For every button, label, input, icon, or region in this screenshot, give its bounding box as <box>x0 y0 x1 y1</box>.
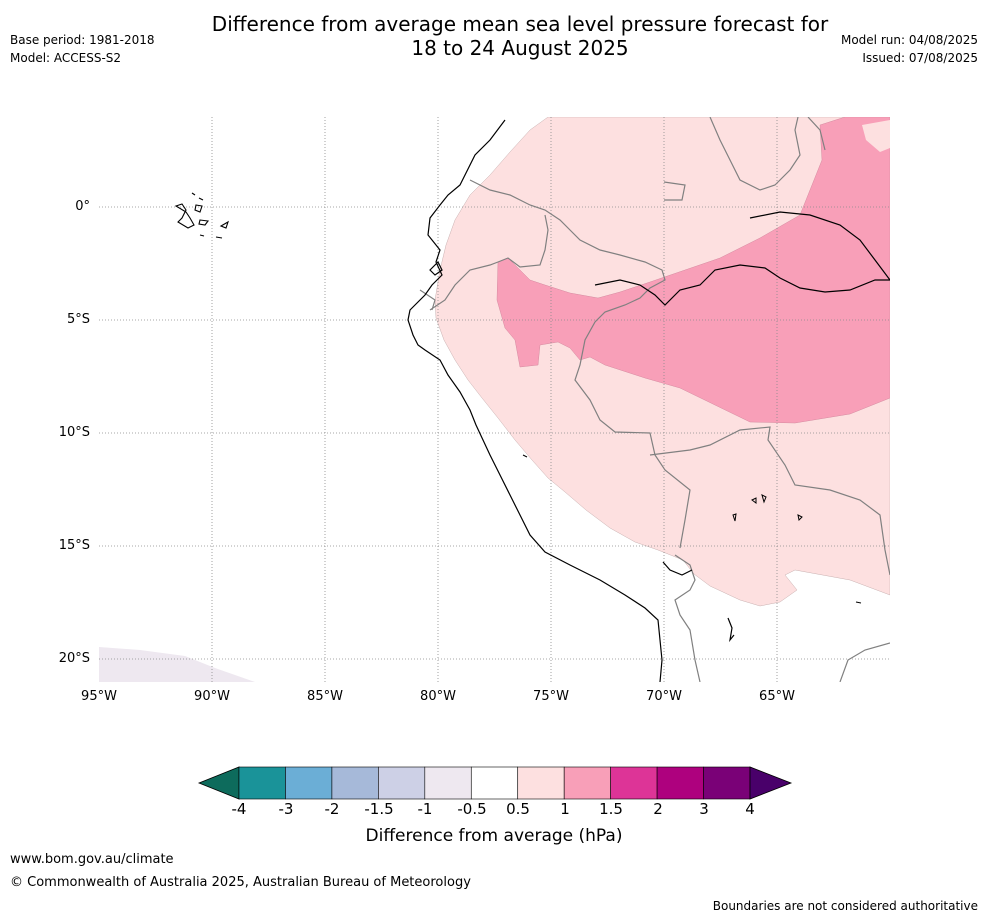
colorbar-tick: 0.5 <box>506 800 530 818</box>
colorbar-tick: -3 <box>278 800 294 818</box>
colorbar-segment <box>610 766 658 800</box>
footer-disclaimer: Boundaries are not considered authoritat… <box>712 899 978 913</box>
galapagos-islands <box>174 192 229 239</box>
coastline <box>407 119 890 682</box>
colorbar-tick: -2 <box>324 800 340 818</box>
base-period: Base period: 1981-2018 <box>10 33 155 47</box>
lat-label-15s: 15°S <box>58 538 90 553</box>
colorbar-segment <box>285 766 333 800</box>
colorbar-segment <box>470 766 519 800</box>
title-line-1: Difference from average mean sea level p… <box>211 12 829 36</box>
colorbar-tick: 1 <box>560 800 570 818</box>
anomaly-region-neg-0.5 <box>99 647 255 682</box>
meta-left: Base period: 1981-2018 Model: ACCESS-S2 <box>10 31 155 67</box>
footer-copyright: © Commonwealth of Australia 2025, Austra… <box>10 875 471 890</box>
colorbar-segment <box>656 766 704 800</box>
anomaly-region-1-1.5 <box>496 117 890 424</box>
country-boundaries <box>419 117 890 682</box>
colorbar-tick: 1.5 <box>599 800 623 818</box>
lat-label-0: 0° <box>75 199 90 214</box>
meta-right: Model run: 04/08/2025 Issued: 07/08/2025 <box>841 31 978 67</box>
map-area <box>99 117 890 682</box>
colorbar-tick: -1.5 <box>364 800 394 818</box>
colorbar-under-arrow <box>197 766 240 800</box>
footer-url: www.bom.gov.au/climate <box>10 852 174 867</box>
lat-label-20s: 20°S <box>58 651 90 666</box>
lat-label-10s: 10°S <box>58 425 90 440</box>
issued-date: Issued: 07/08/2025 <box>862 51 978 65</box>
colorbar-tick: -0.5 <box>457 800 487 818</box>
lon-label-75w: 75°W <box>533 689 569 704</box>
colorbar-tick: 4 <box>745 800 755 818</box>
colorbar-title: Difference from average (hPa) <box>365 826 623 846</box>
lon-label-80w: 80°W <box>420 689 456 704</box>
colorbar-tick: -4 <box>231 800 247 818</box>
colorbar-segments <box>238 766 751 800</box>
model-name: Model: ACCESS-S2 <box>10 51 122 65</box>
graticule <box>99 117 890 682</box>
colorbar-segment <box>517 766 565 800</box>
lon-label-95w: 95°W <box>81 689 117 704</box>
colorbar <box>197 766 793 800</box>
colorbar-tick: 3 <box>699 800 709 818</box>
colorbar-segment <box>331 766 379 800</box>
colorbar-tick: 2 <box>653 800 663 818</box>
lon-label-90w: 90°W <box>194 689 230 704</box>
colorbar-segment <box>238 766 286 800</box>
colorbar-segment <box>378 766 426 800</box>
model-run: Model run: 04/08/2025 <box>840 33 978 47</box>
title-line-2: 18 to 24 August 2025 <box>411 36 629 60</box>
lat-label-5s: 5°S <box>66 312 90 327</box>
colorbar-segment <box>563 766 611 800</box>
anomaly-gap-top-right <box>862 120 890 152</box>
colorbar-tick: -1 <box>417 800 433 818</box>
lon-label-65w: 65°W <box>759 689 795 704</box>
lakes <box>522 454 862 604</box>
lon-label-70w: 70°W <box>646 689 682 704</box>
lon-label-85w: 85°W <box>307 689 343 704</box>
chart-title: Difference from average mean sea level p… <box>140 12 900 60</box>
colorbar-over-arrow <box>749 766 793 800</box>
colorbar-segment <box>424 766 472 800</box>
colorbar-segment <box>703 766 751 800</box>
